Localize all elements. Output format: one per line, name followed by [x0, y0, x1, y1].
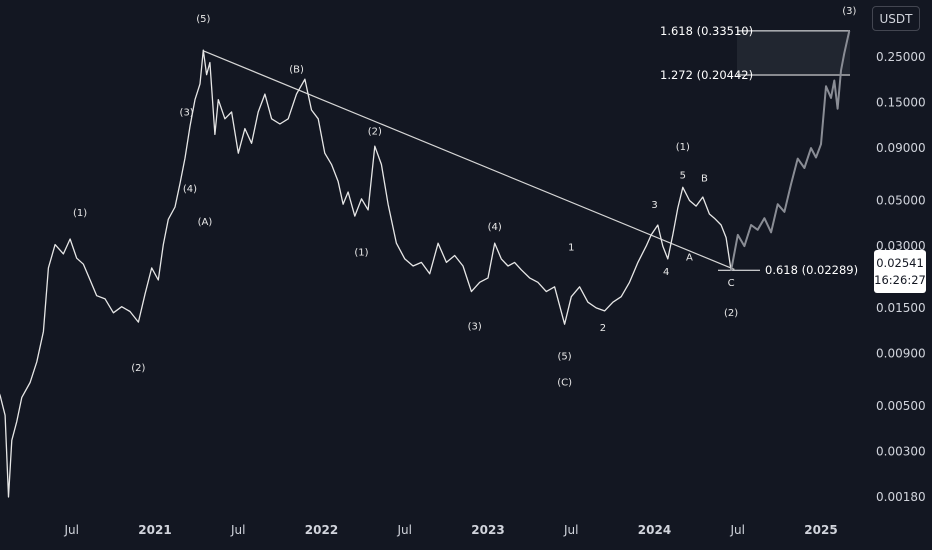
price-tick-label: 0.03000	[876, 239, 926, 253]
wave-label: 1	[568, 243, 574, 254]
price-tick-label: 0.15000	[876, 96, 926, 110]
fib-level-label: 1.618 (0.33510)	[660, 24, 753, 38]
projection-series-line	[730, 30, 851, 271]
price-tick-label: 0.25000	[876, 50, 926, 64]
time-axis: Jul 2021 Jul 2022 Jul 2023 Jul 2024 Jul 2025	[64, 523, 838, 537]
price-tick-label: 0.00900	[876, 346, 926, 360]
resistance-trendline	[203, 50, 735, 270]
currency-unit-button[interactable]: USDT	[872, 6, 920, 31]
time-tick-label: Jul	[563, 523, 578, 537]
wave-label: (3)	[180, 107, 194, 118]
time-tick-label: Jul	[397, 523, 412, 537]
wave-label: 3	[651, 200, 657, 211]
wave-label: (2)	[724, 308, 738, 319]
series-layer	[0, 30, 851, 498]
price-tick-label: 0.01500	[876, 301, 926, 315]
price-tick-label: 0.00300	[876, 444, 926, 458]
last-price-tag: 0.02541 16:26:27	[874, 250, 926, 293]
wave-label: (C)	[557, 377, 572, 388]
wave-label: (4)	[488, 222, 502, 233]
wave-label: (A)	[198, 217, 213, 228]
time-tick-label: 2024	[638, 523, 671, 537]
price-tick-label: 0.00500	[876, 399, 926, 413]
price-axis: 0.25000 0.15000 0.09000 0.05000 0.03000 0.015…	[876, 50, 926, 504]
price-tick-label: 0.00180	[876, 490, 926, 504]
fib-target-zone	[737, 31, 850, 74]
wave-label: 5	[680, 171, 686, 182]
wave-label: (4)	[183, 184, 197, 195]
price-tick-label: 0.05000	[876, 194, 926, 208]
time-tick-label: Jul	[64, 523, 79, 537]
wave-label: 4	[663, 267, 669, 278]
wave-label: A	[686, 253, 693, 264]
wave-label: 2	[600, 323, 606, 334]
time-tick-label: Jul	[730, 523, 745, 537]
time-tick-label: 2021	[138, 523, 171, 537]
wave-label: (3)	[468, 321, 482, 332]
wave-label: (5)	[196, 14, 210, 25]
wave-count-labels: (1) (2) (3) (4) (5) (A) (B) (1) (2) (3) (4) (5) (C) 1…	[73, 6, 856, 388]
wave-label: (2)	[368, 126, 382, 137]
wave-label: B	[701, 173, 708, 184]
price-tick-label: 0.09000	[876, 141, 926, 155]
last-price-value: 0.02541	[876, 255, 924, 270]
fib-level-label: 0.618 (0.02289)	[765, 263, 858, 277]
price-series-line	[0, 49, 732, 498]
wave-label: (1)	[676, 142, 690, 153]
time-tick-label: Jul	[230, 523, 245, 537]
bar-countdown: 16:26:27	[874, 272, 926, 287]
wave-label: (3)	[842, 6, 856, 17]
wave-label: (1)	[354, 247, 368, 258]
wave-label: (1)	[73, 208, 87, 219]
currency-unit-label: USDT	[879, 11, 913, 26]
fib-levels: 1.618 (0.33510) 1.272 (0.20442) 0.618 (0.0…	[660, 24, 858, 277]
time-tick-label: 2022	[305, 523, 338, 537]
wave-label: (5)	[558, 352, 572, 363]
fib-level-label: 1.272 (0.20442)	[660, 68, 753, 82]
time-tick-label: 2023	[471, 523, 504, 537]
wave-label: (B)	[289, 65, 304, 76]
wave-label: C	[728, 278, 735, 289]
time-tick-label: 2025	[804, 523, 837, 537]
wave-label: (2)	[131, 363, 145, 374]
